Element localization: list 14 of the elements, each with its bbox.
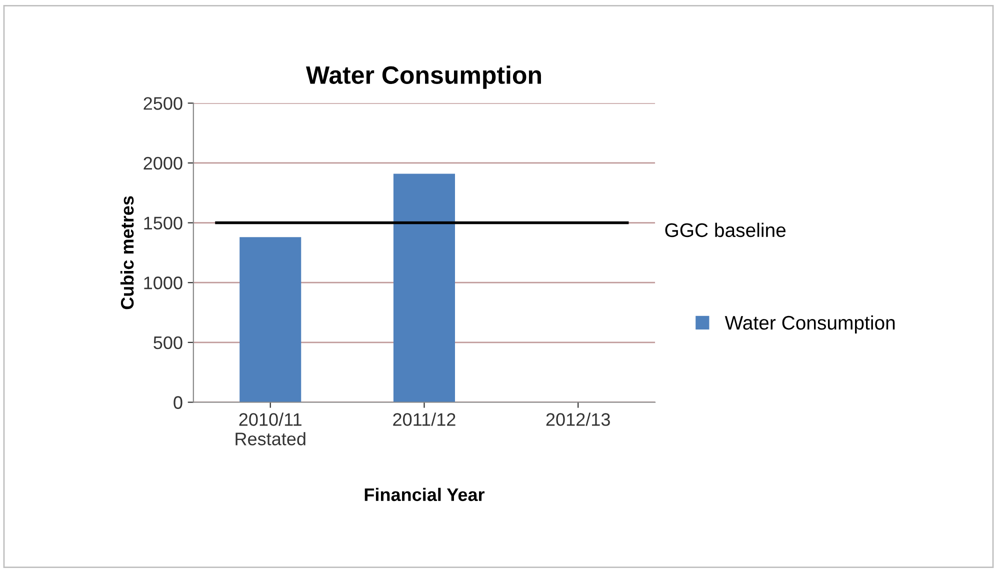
x-axis-title: Financial Year [364, 488, 485, 502]
y-tick-label: 0 [174, 396, 182, 409]
y-tick-label: 2000 [144, 156, 182, 170]
y-tick-label: 500 [154, 336, 182, 350]
y-tick-label: 2500 [144, 97, 182, 110]
y-axis-title: Cubic metres [120, 196, 134, 310]
y-tick-label: 1000 [144, 276, 182, 290]
legend-label: Water Consumption [724, 315, 895, 334]
x-tick-label: 2011/12 [393, 412, 456, 426]
y-tick-label: 1500 [144, 216, 182, 230]
ref-line-label: GGC baseline [665, 222, 786, 238]
x-tick-label: 2010/11 Restated [236, 412, 306, 446]
chart-title: Water Consumption [306, 66, 541, 89]
x-tick-label: 2012/13 [546, 412, 610, 426]
